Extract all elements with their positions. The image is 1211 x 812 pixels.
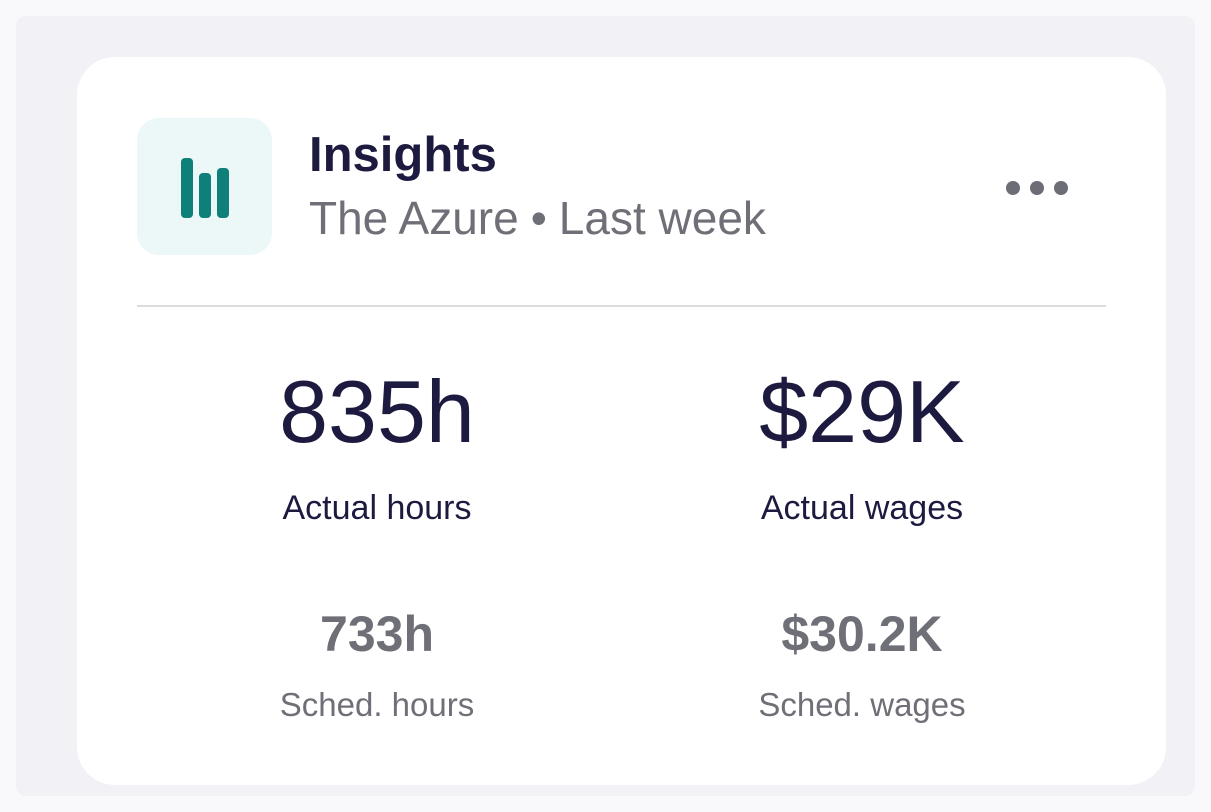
more-dot-icon bbox=[1054, 181, 1068, 195]
bar-chart-icon bbox=[181, 158, 229, 218]
subtitle-separator: • bbox=[530, 192, 547, 244]
more-options-button[interactable] bbox=[997, 165, 1077, 211]
actual-hours-label: Actual hours bbox=[282, 489, 472, 527]
time-period: Last week bbox=[558, 192, 766, 244]
actual-wages-value: $29K bbox=[759, 362, 965, 461]
more-dot-icon bbox=[1030, 181, 1044, 195]
card-title: Insights bbox=[309, 128, 497, 182]
scheduled-hours-value: 733h bbox=[320, 606, 434, 662]
location-name: The Azure bbox=[309, 192, 519, 244]
actual-wages-label: Actual wages bbox=[760, 489, 964, 527]
header-divider bbox=[137, 305, 1106, 307]
insights-card[interactable]: Insights The Azure • Last week 835h Actual… bbox=[77, 57, 1166, 785]
page-background: Insights The Azure • Last week 835h Actual… bbox=[16, 16, 1195, 796]
insights-app-icon bbox=[137, 118, 272, 255]
more-dot-icon bbox=[1006, 181, 1020, 195]
card-subtitle: The Azure • Last week bbox=[309, 195, 766, 241]
scheduled-hours-label: Sched. hours bbox=[279, 686, 475, 723]
scheduled-wages-label: Sched. wages bbox=[758, 686, 966, 723]
actual-hours-value: 835h bbox=[279, 362, 475, 461]
scheduled-wages-value: $30.2K bbox=[781, 606, 943, 662]
